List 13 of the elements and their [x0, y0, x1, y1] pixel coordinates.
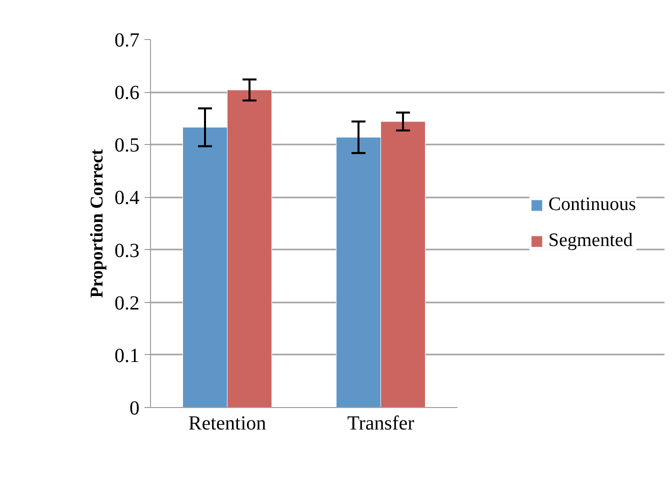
y-tick-label: 0.4: [114, 187, 140, 210]
y-tick-label: 0.1: [114, 344, 140, 367]
legend-label: Continuous: [548, 194, 636, 216]
y-tick-label: 0: [130, 398, 140, 420]
legend-label: Segmented: [548, 230, 633, 252]
y-tick-label: 0.7: [114, 30, 140, 52]
y-tick-label: 0.5: [114, 134, 140, 157]
y-tick-label: 0.2: [114, 292, 140, 314]
x-tick-label: Retention: [188, 412, 266, 434]
x-tick-label: Transfer: [347, 412, 415, 434]
y-tick-label: 0.3: [114, 240, 140, 262]
y-axis-title: Proportion Correct: [86, 149, 106, 298]
y-tick-label: 0.6: [114, 82, 140, 104]
